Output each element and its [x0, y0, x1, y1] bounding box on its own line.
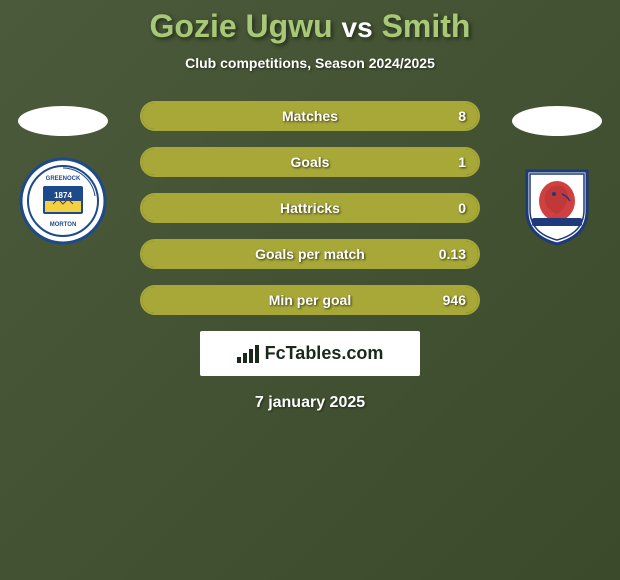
logo-label: FcTables.com [265, 343, 384, 364]
comparison-title: Gozie Ugwu vs Smith [0, 0, 620, 45]
stat-row: Matches 8 [140, 101, 480, 131]
svg-text:GREENOCK: GREENOCK [46, 176, 81, 182]
morton-badge-icon: GREENOCK MORTON 1874 [18, 156, 108, 246]
fctables-logo: FcTables.com [237, 343, 384, 364]
stat-label: Min per goal [269, 292, 351, 308]
svg-text:1874: 1874 [54, 191, 72, 200]
raith-badge-icon [512, 156, 602, 246]
vs-text: vs [342, 12, 373, 43]
fctables-logo-box[interactable]: FcTables.com [200, 331, 420, 376]
stat-value-right: 1 [458, 154, 466, 170]
stat-label: Hattricks [280, 200, 340, 216]
subtitle: Club competitions, Season 2024/2025 [0, 55, 620, 71]
stat-value-right: 0.13 [439, 246, 466, 262]
stat-row: Goals per match 0.13 [140, 239, 480, 269]
stat-value-right: 0 [458, 200, 466, 216]
chart-icon [237, 345, 259, 363]
date-text: 7 january 2025 [0, 394, 620, 412]
stat-label: Matches [282, 108, 338, 124]
player1-name: Gozie Ugwu [150, 8, 333, 44]
stat-row: Hattricks 0 [140, 193, 480, 223]
stat-label: Goals per match [255, 246, 365, 262]
club-badge-left: GREENOCK MORTON 1874 [18, 156, 108, 246]
player1-avatar [18, 106, 108, 136]
player2-name: Smith [382, 8, 471, 44]
player2-avatar [512, 106, 602, 136]
stat-value-right: 8 [458, 108, 466, 124]
club-badge-right [512, 156, 602, 246]
content-area: GREENOCK MORTON 1874 Matches 8 Goals 1 Hattr… [0, 101, 620, 412]
svg-text:MORTON: MORTON [50, 222, 77, 228]
stats-container: Matches 8 Goals 1 Hattricks 0 Goals per match 0… [140, 101, 480, 315]
stat-row: Goals 1 [140, 147, 480, 177]
stat-label: Goals [291, 154, 330, 170]
stat-row: Min per goal 946 [140, 285, 480, 315]
stat-value-right: 946 [443, 292, 466, 308]
